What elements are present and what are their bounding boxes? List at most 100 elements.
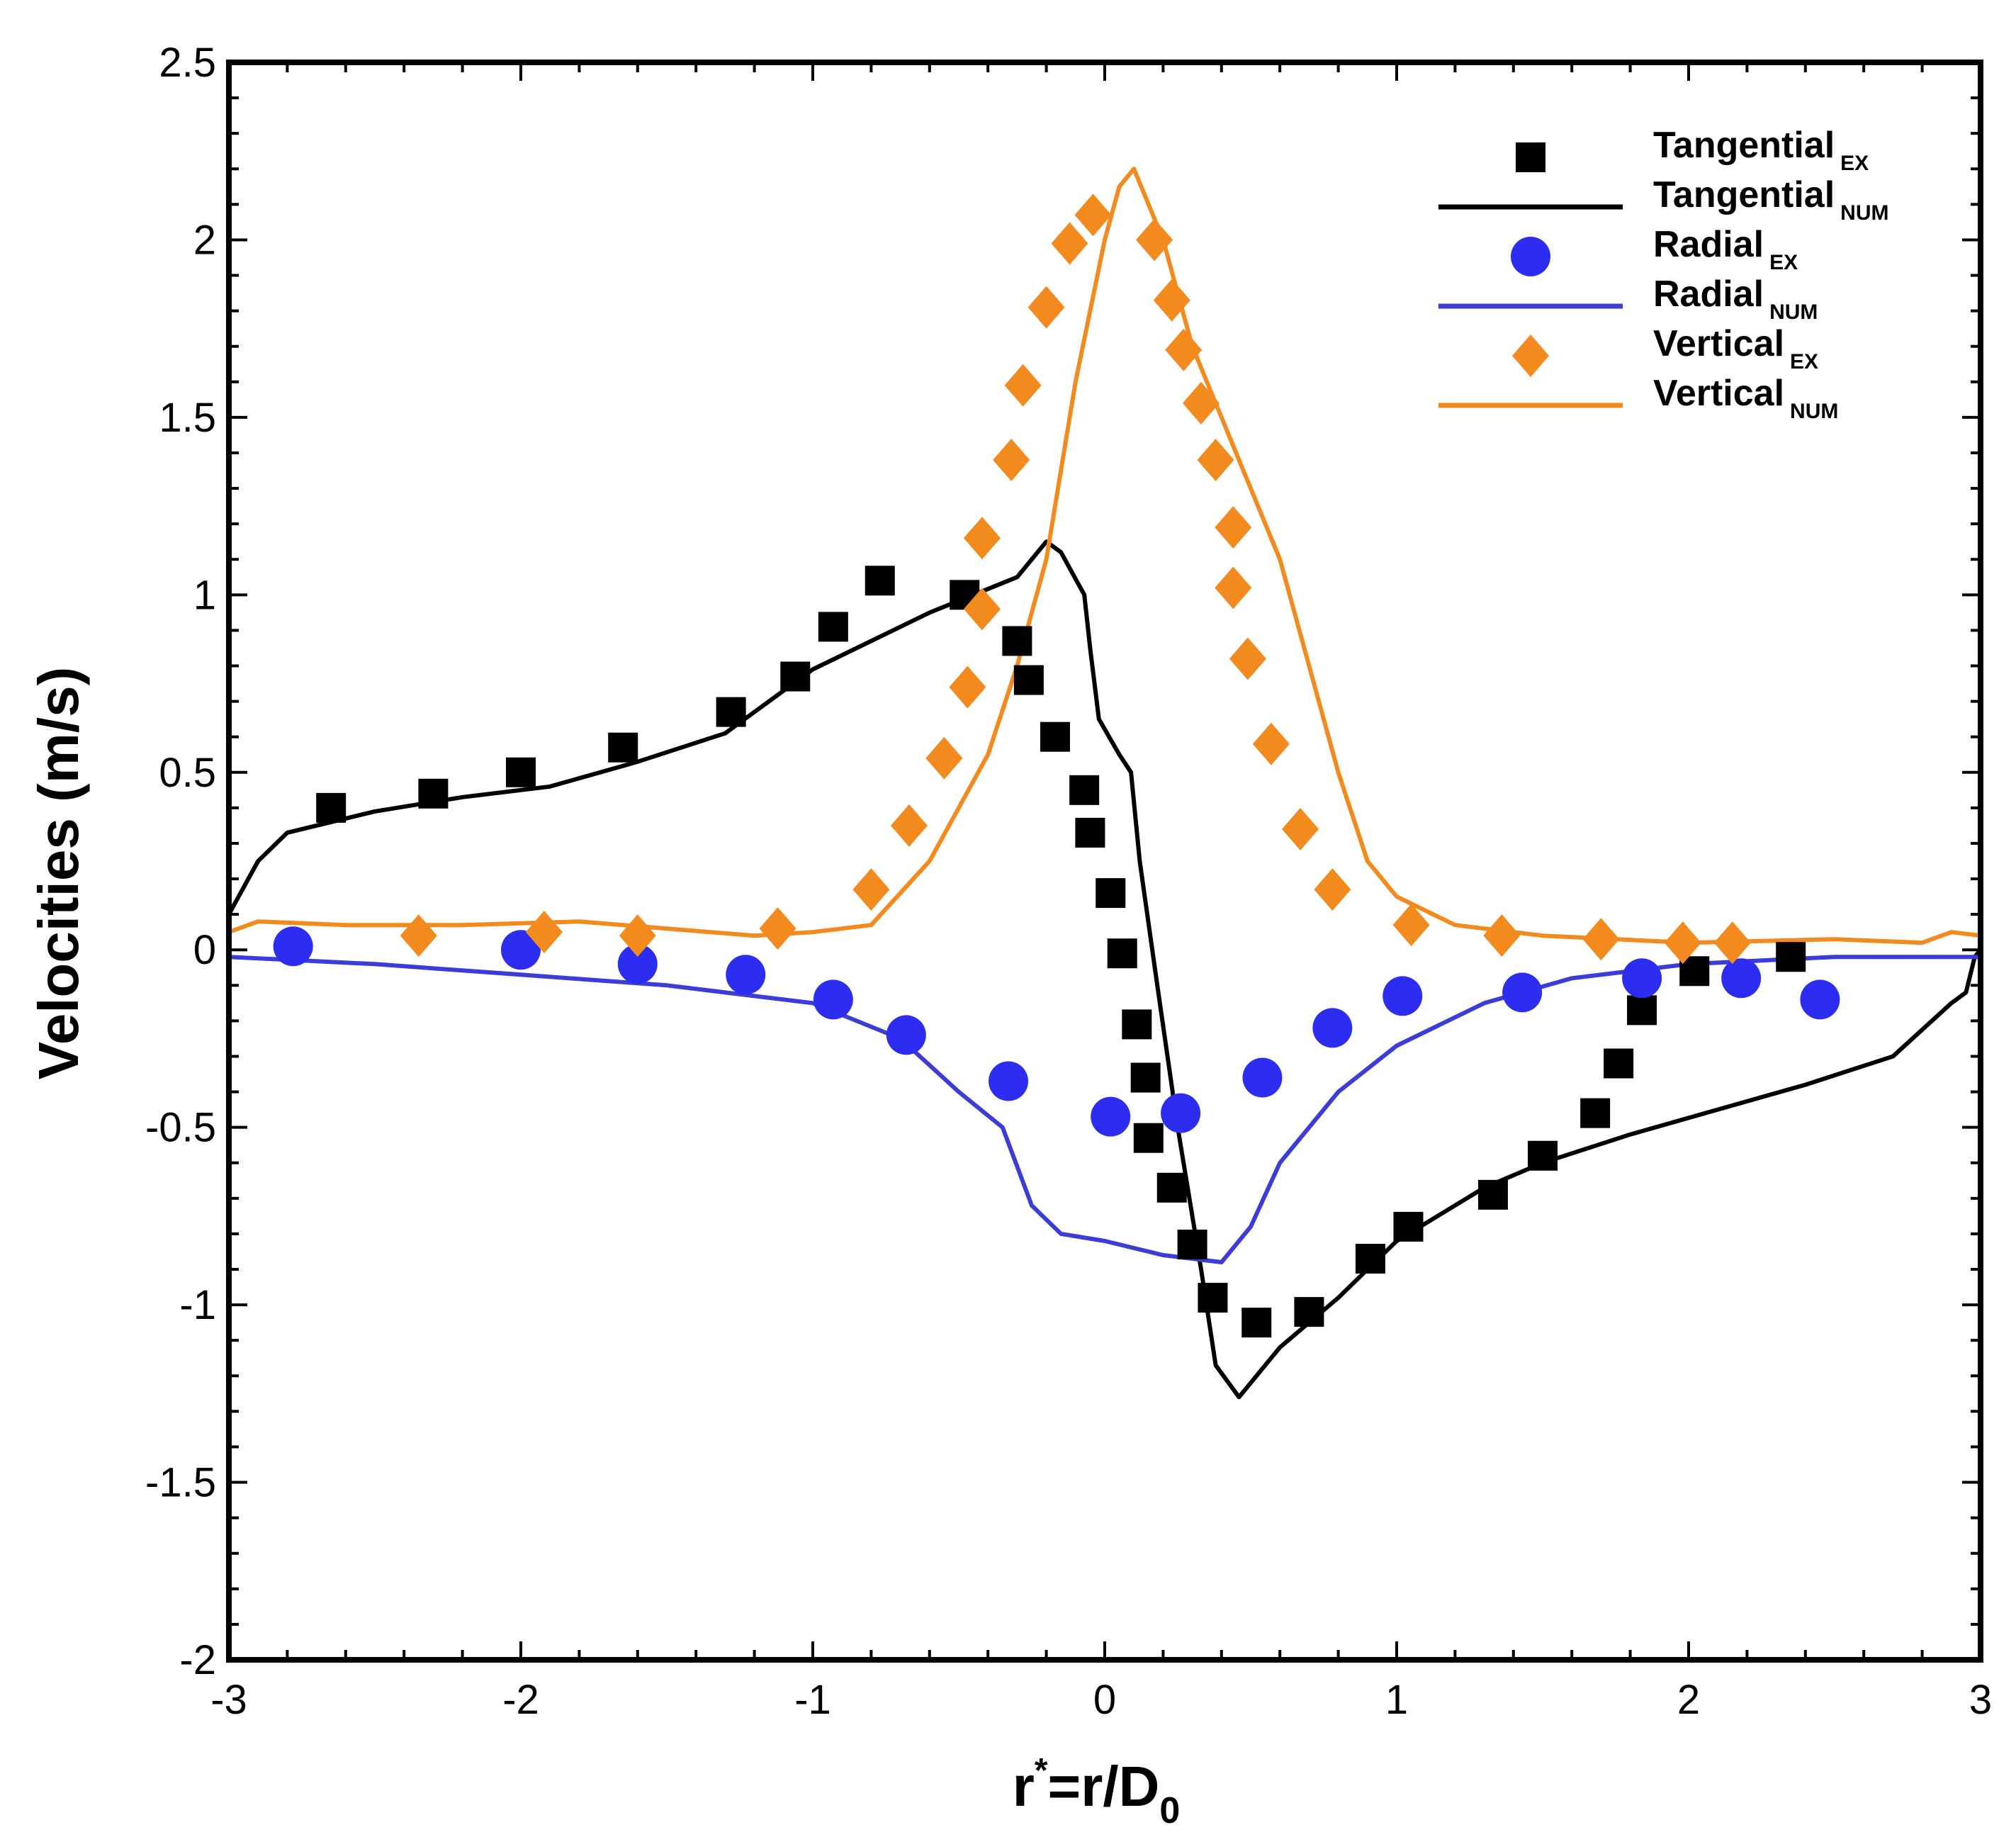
diamond-marker: [525, 911, 563, 954]
diamond-marker: [400, 914, 437, 957]
square-marker: [1604, 1048, 1634, 1079]
square-marker: [608, 732, 638, 763]
diamond-marker: [1182, 381, 1220, 425]
diamond-marker: [1136, 218, 1173, 262]
y-tick-label: 0: [193, 927, 216, 973]
diamond-marker: [949, 665, 986, 709]
square-marker: [1013, 665, 1044, 695]
square-marker: [1776, 942, 1806, 972]
circle-marker: [1312, 1008, 1353, 1048]
y-tick-label: 2: [193, 217, 216, 263]
square-marker: [1355, 1243, 1385, 1274]
x-tick-label: 2: [1677, 1677, 1700, 1723]
circle-marker: [1800, 979, 1840, 1020]
diamond-marker: [1483, 914, 1521, 957]
y-tick-label: 2.5: [159, 40, 216, 86]
circle-marker: [617, 944, 658, 984]
legend-label-sub: NUM: [1840, 201, 1888, 225]
diamond-marker: [1229, 637, 1266, 680]
x-axis-title-sub: 0: [1159, 1790, 1180, 1831]
legend-label-sub: EX: [1790, 350, 1818, 373]
tick-labels: -3 -2 -1 0 1 2 32.521.510.50-0.5-1-1.5-2: [145, 40, 1992, 1723]
diamond-marker: [1165, 328, 1203, 371]
square-marker: [316, 792, 347, 823]
square-marker: [1294, 1297, 1324, 1327]
x-tick-label: -3: [210, 1677, 247, 1723]
square-marker: [1133, 1123, 1164, 1153]
legend-label-name: Radial: [1653, 274, 1764, 315]
diamond-marker: [1004, 364, 1042, 407]
circle-marker: [1622, 958, 1662, 999]
circle-marker: [813, 979, 853, 1020]
legend-label-vertical-ex: Vertical EX: [1653, 323, 1818, 373]
x-axis-title-sup: *: [1035, 1752, 1048, 1790]
plot-area: [227, 167, 1983, 1400]
square-marker: [1627, 995, 1657, 1026]
circle-marker: [501, 930, 541, 970]
circle-marker: [1161, 1093, 1201, 1133]
legend-swatch-radial-ex: [1511, 237, 1550, 276]
circle-marker: [1721, 958, 1762, 999]
legend-label-name: Tangential: [1653, 174, 1835, 215]
series-line-tangential-num: [227, 539, 1983, 1400]
y-tick-label: 1: [193, 572, 216, 618]
y-tick-label: -0.5: [145, 1105, 216, 1151]
square-marker: [1156, 1172, 1187, 1203]
axis-ticks: [227, 61, 1982, 1661]
diamond-marker: [993, 438, 1030, 481]
x-axis-title-main: r: [1013, 1755, 1035, 1818]
circle-marker: [886, 1015, 926, 1055]
y-axis-title: Velocities (m/s): [27, 667, 90, 1079]
square-marker: [780, 661, 811, 692]
x-tick-label: -1: [794, 1677, 831, 1723]
square-marker: [1107, 938, 1137, 969]
legend-label-name: Radial: [1653, 224, 1764, 265]
square-marker: [1096, 878, 1126, 909]
circle-marker: [1091, 1096, 1131, 1137]
diamond-marker: [963, 588, 1001, 631]
diamond-marker: [1027, 286, 1065, 329]
diamond-marker: [852, 868, 890, 911]
x-tick-label: -2: [502, 1677, 539, 1723]
x-axis-title: r*=r/D0: [1013, 1752, 1181, 1831]
legend-label-tangential-ex: Tangential EX: [1653, 125, 1869, 175]
square-marker: [1069, 775, 1100, 805]
diamond-marker: [1314, 868, 1351, 911]
legend-swatch-tangential-ex: [1516, 142, 1545, 172]
y-tick-label: -2: [179, 1637, 216, 1683]
legend-label-name: Tangential: [1653, 125, 1835, 166]
square-marker: [1528, 1140, 1558, 1171]
y-tick-label: -1: [179, 1282, 216, 1328]
square-marker: [865, 566, 895, 596]
square-marker: [1393, 1211, 1424, 1242]
circle-marker: [273, 926, 313, 967]
series-radial-ex: [273, 926, 1840, 1137]
square-marker: [1075, 817, 1105, 848]
diamond-marker: [1153, 279, 1190, 322]
diamond-marker: [1392, 904, 1430, 947]
circle-marker: [989, 1061, 1029, 1101]
circle-marker: [1502, 972, 1543, 1013]
circle-marker: [1242, 1057, 1283, 1098]
legend-label-sub: EX: [1840, 152, 1869, 175]
diamond-marker: [1197, 438, 1234, 481]
diamond-marker: [619, 914, 656, 957]
diamond-marker: [1074, 193, 1112, 237]
y-tick-label: -1.5: [145, 1460, 216, 1506]
square-marker: [1177, 1229, 1207, 1259]
legend-label-sub: NUM: [1769, 300, 1818, 324]
square-marker: [716, 697, 746, 727]
diamond-marker: [1051, 222, 1088, 265]
circle-marker: [1383, 976, 1423, 1016]
diamond-marker: [1252, 722, 1290, 765]
x-tick-label: 3: [1969, 1677, 1992, 1723]
legend-label-radial-num: Radial NUM: [1653, 274, 1818, 324]
legend-label-radial-ex: Radial EX: [1653, 224, 1798, 274]
diamond-marker: [890, 804, 928, 847]
square-marker: [1198, 1283, 1228, 1313]
legend-label-sub: NUM: [1790, 400, 1838, 423]
series-tangential-num: [227, 539, 1983, 1400]
square-marker: [818, 612, 848, 642]
y-tick-label: 1.5: [159, 395, 216, 441]
